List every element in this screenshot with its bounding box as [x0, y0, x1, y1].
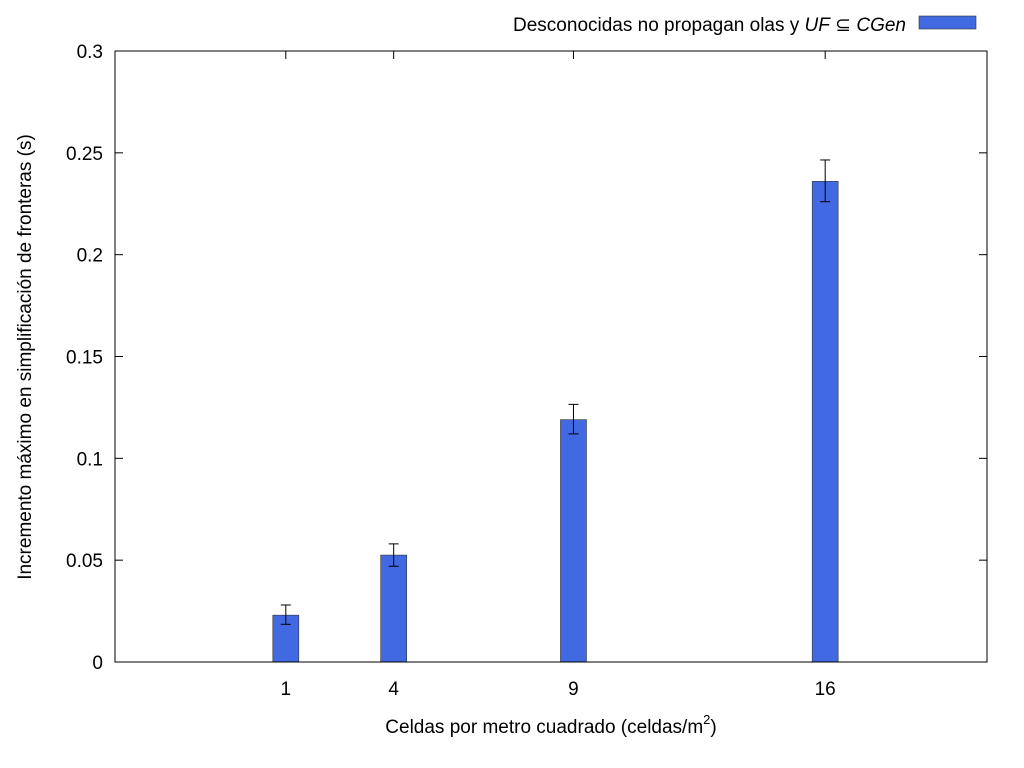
y-tick-label: 0.15	[66, 348, 103, 369]
plot-frame	[114, 50, 988, 663]
x-tick-label: 4	[388, 679, 399, 700]
x-axis-label: Celdas por metro cuadrado (celdas/m2)	[385, 712, 716, 738]
legend-label-cgen: CGen	[856, 15, 906, 36]
legend-label-subset: ⊆	[830, 15, 856, 36]
x-tick-label: 16	[815, 679, 836, 700]
bars-layer	[272, 181, 839, 663]
x-tick-labels: 1 4 9 16	[281, 679, 836, 700]
bar	[811, 181, 839, 663]
x-tick-label: 1	[281, 679, 292, 700]
y-tick-labels: 0 0.05 0.1 0.15 0.2 0.25 0.3	[66, 42, 103, 674]
y-tick-label: 0.05	[66, 551, 103, 572]
y-tick-label: 0.1	[77, 449, 103, 470]
x-axis-label-close: )	[710, 717, 716, 738]
x-tick-label: 9	[568, 679, 579, 700]
axis-ticks	[115, 50, 987, 663]
y-tick-label: 0.2	[77, 246, 103, 267]
bar	[560, 419, 587, 663]
y-tick-label: 0.25	[66, 144, 103, 165]
x-axis-label-main: Celdas por metro cuadrado (celdas/m	[385, 717, 703, 738]
legend-label-prefix: Desconocidas no propagan olas y	[513, 15, 805, 36]
y-tick-label: 0.3	[77, 42, 103, 63]
bar	[380, 554, 407, 663]
x-axis-label-superscript: 2	[703, 712, 710, 727]
legend: Desconocidas no propagan olas y UF ⊆ CGe…	[513, 15, 977, 36]
legend-label: Desconocidas no propagan olas y UF ⊆ CGe…	[513, 15, 906, 36]
legend-swatch	[918, 15, 977, 30]
y-axis-label: Incremento máximo en simplificación de f…	[15, 134, 36, 580]
legend-label-uf: UF	[805, 15, 832, 36]
y-tick-label: 0	[92, 653, 103, 674]
error-bars-layer	[280, 159, 831, 625]
